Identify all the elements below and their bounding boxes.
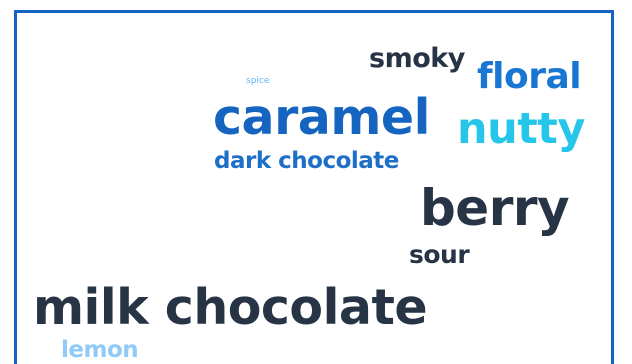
word-sour: sour (409, 240, 470, 269)
word-smoky: smoky (369, 43, 465, 74)
word-lemon: lemon (61, 337, 139, 363)
word-nutty: nutty (457, 104, 585, 154)
word-milk-chocolate: milk chocolate (33, 279, 428, 336)
word-caramel: caramel (213, 89, 430, 146)
word-berry: berry (420, 179, 570, 237)
word-spice: spice (246, 76, 270, 86)
word-cloud-panel: smoky floral spice caramel nutty dark ch… (14, 10, 614, 364)
word-dark-chocolate: dark chocolate (214, 148, 399, 174)
word-floral: floral (477, 56, 582, 97)
